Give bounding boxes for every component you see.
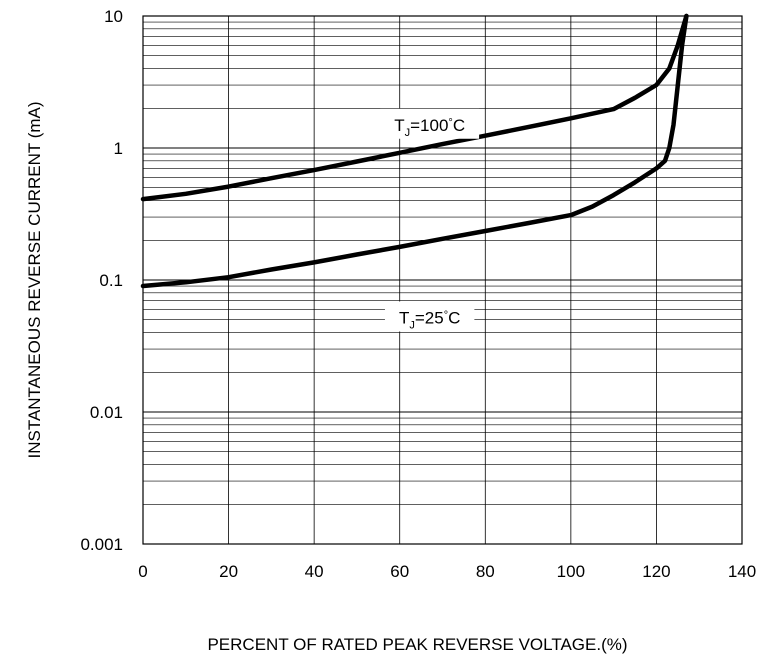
x-tick-label: 100 xyxy=(557,562,585,581)
series-label-text: TJ=100°C xyxy=(394,116,465,139)
x-tick-label: 120 xyxy=(642,562,670,581)
y-tick-label: 1 xyxy=(114,139,123,158)
series-layer xyxy=(140,13,689,289)
y-tick-label: 0.001 xyxy=(80,535,123,554)
grid-lines xyxy=(142,16,743,545)
series-label-0: TJ=100°C xyxy=(380,108,480,139)
series-line-0 xyxy=(140,13,689,202)
series-label-background xyxy=(380,108,480,139)
series-label-background xyxy=(384,301,475,332)
y-axis-title: INSTANTANEOUS REVERSE CURRENT (mA) xyxy=(25,101,44,458)
y-tick-label: 0.1 xyxy=(99,271,123,290)
y-tick-labels: 0.001 0.01 0.1 1 10 xyxy=(80,7,123,554)
x-axis-title: PERCENT OF RATED PEAK REVERSE VOLTAGE.(%… xyxy=(207,635,627,654)
series-label-1: TJ=25°C xyxy=(384,301,475,332)
series-line-1 xyxy=(140,13,689,289)
x-tick-label: 80 xyxy=(476,562,495,581)
x-tick-label: 140 xyxy=(728,562,756,581)
x-tick-label: 60 xyxy=(390,562,409,581)
y-tick-label: 10 xyxy=(104,7,123,26)
x-tick-label: 0 xyxy=(138,562,147,581)
series-labels: TJ=100°C TJ=25°C xyxy=(380,108,480,332)
y-tick-label: 0.01 xyxy=(90,403,123,422)
x-tick-label: 40 xyxy=(305,562,324,581)
plot-frame xyxy=(142,15,743,545)
series-label-text: TJ=25°C xyxy=(399,308,460,331)
x-tick-labels: 0 20 40 60 80 100 120 140 xyxy=(138,562,756,581)
x-tick-label: 20 xyxy=(219,562,238,581)
